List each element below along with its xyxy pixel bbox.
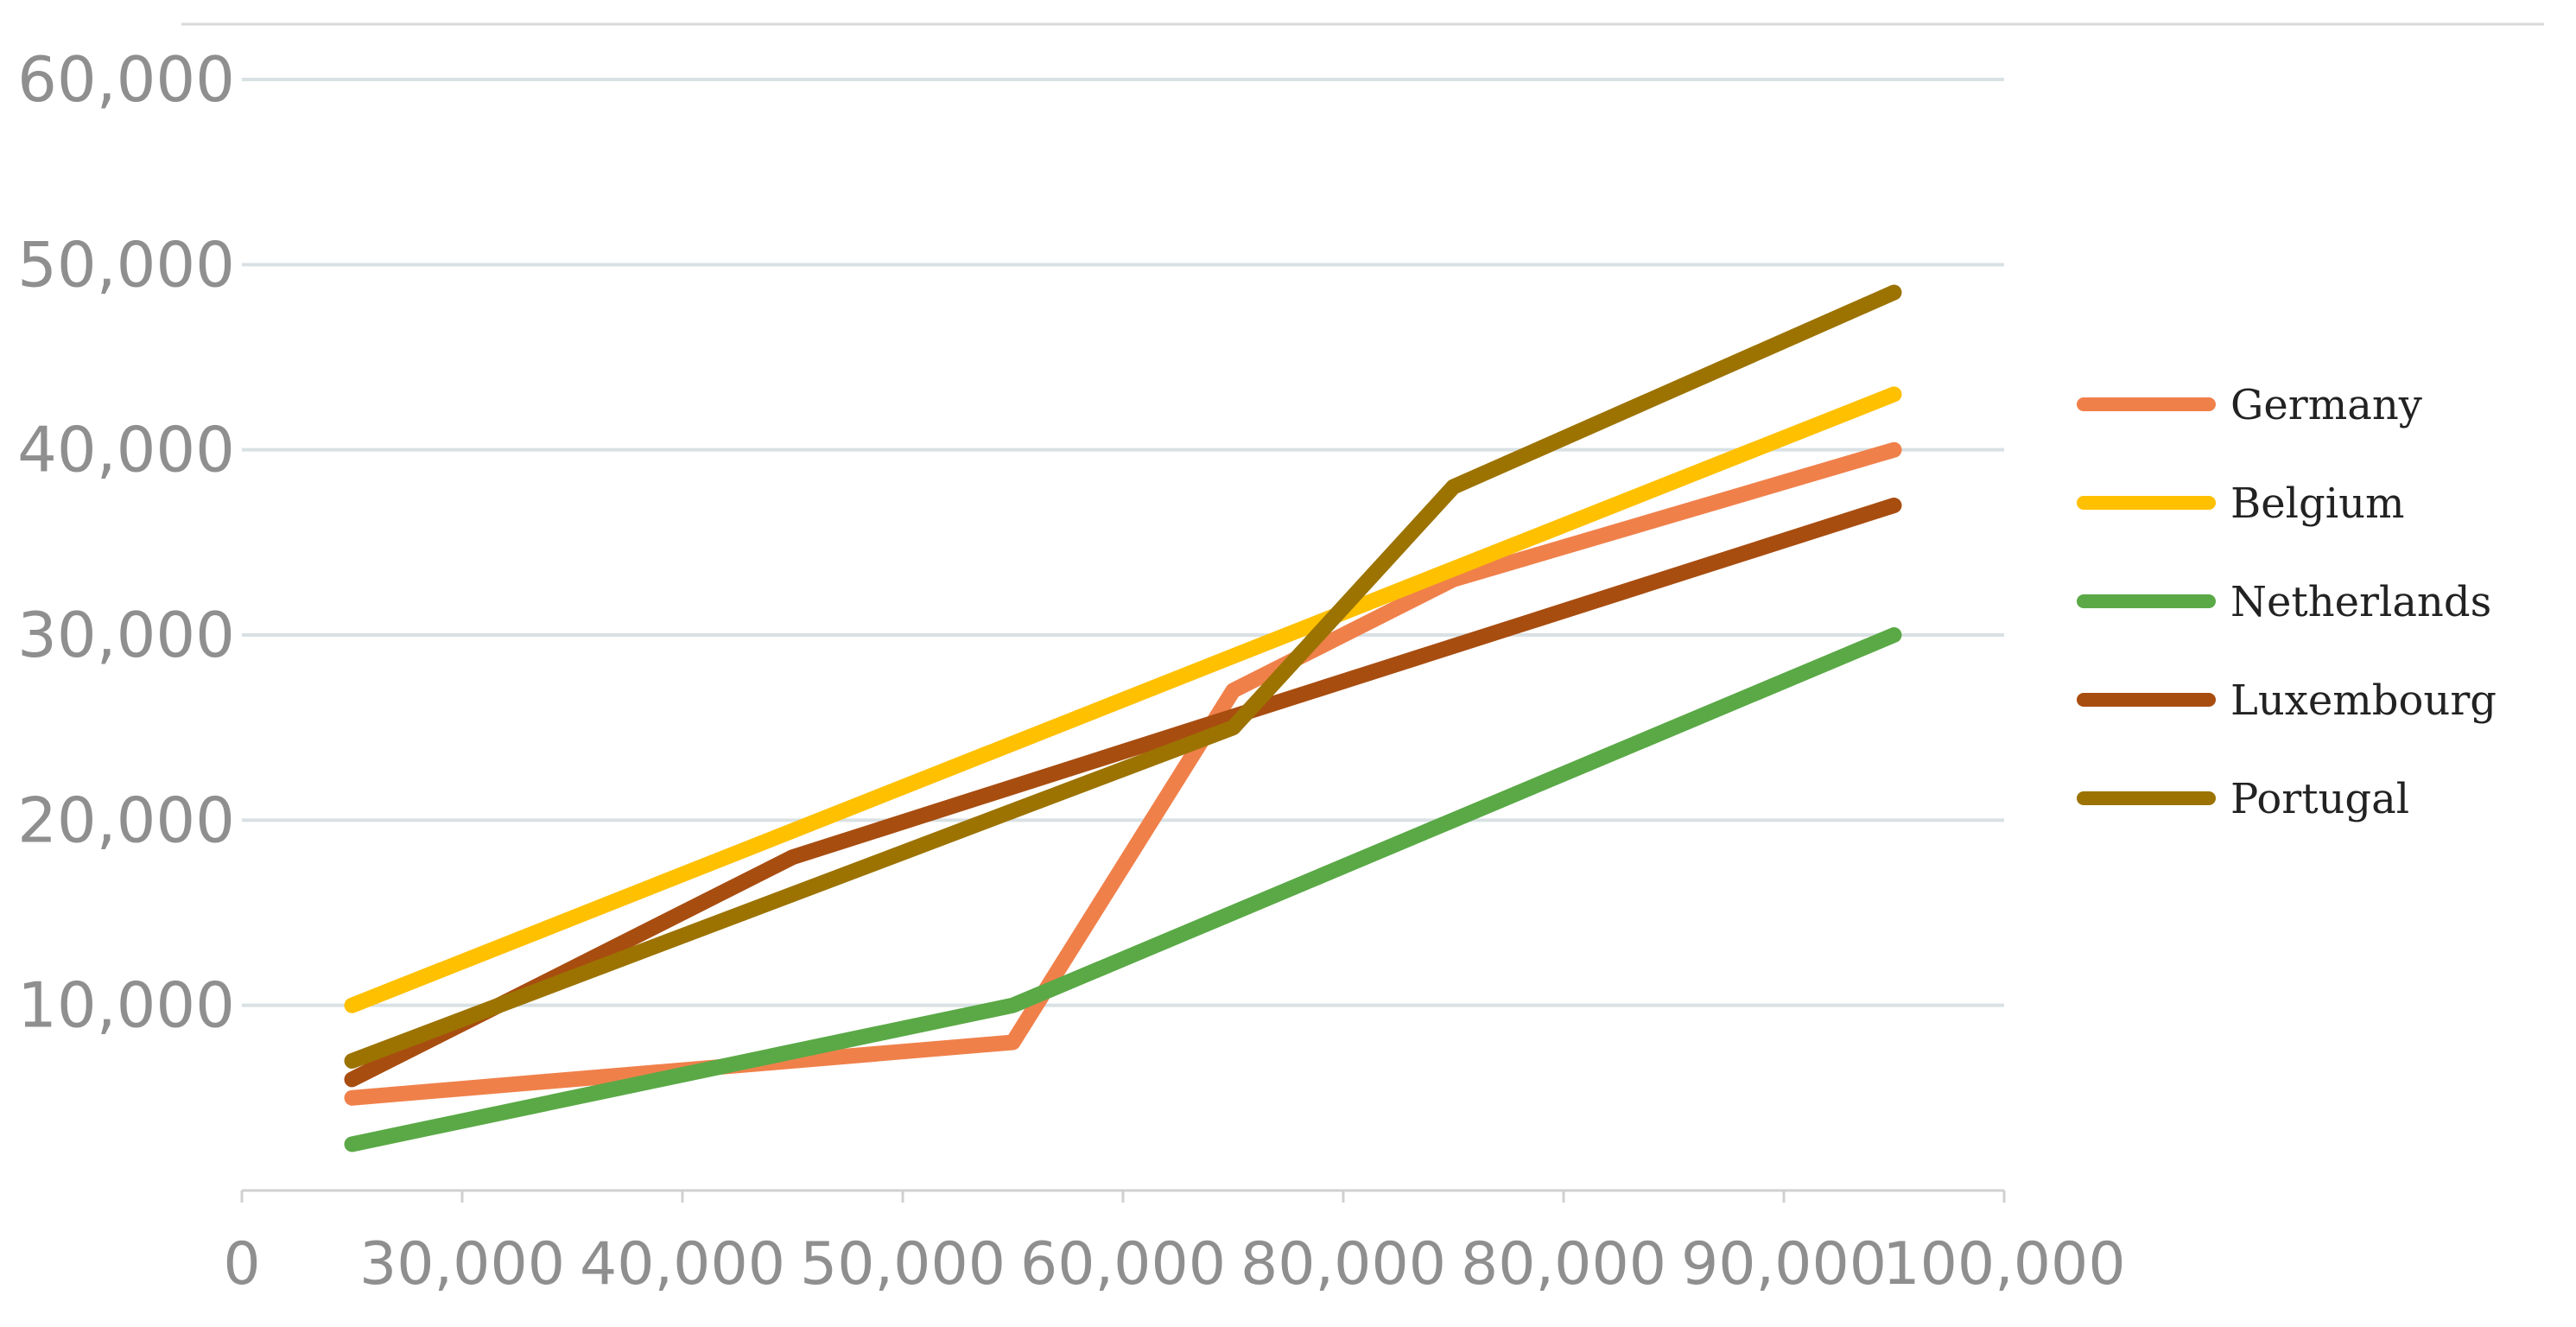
y-tick-label: 10,000 [17, 969, 235, 1042]
x-tick-label: 80,000 [1461, 1230, 1666, 1298]
legend-label: Portugal [2230, 775, 2409, 823]
y-axis-tick-labels: 10,000 20,000 30,000 40,000 50,000 60,000 [17, 43, 235, 1042]
series-line-portugal [344, 284, 1902, 1069]
x-tick-label: 50,000 [800, 1230, 1006, 1298]
y-tick-label: 30,000 [17, 599, 235, 671]
legend-label: Belgium [2230, 479, 2405, 528]
series-line-germany [344, 441, 1902, 1106]
x-tick-label: 100,000 [1882, 1230, 2125, 1298]
y-tick-label: 50,000 [17, 228, 235, 301]
legend-item-belgium: Belgium [2077, 479, 2405, 528]
series-lines [344, 284, 1902, 1152]
series-line-luxembourg [344, 498, 1902, 1088]
x-tick-label: 90,000 [1681, 1230, 1887, 1298]
legend-item-netherlands: Netherlands [2077, 578, 2491, 626]
legend-item-germany: Germany [2077, 381, 2422, 429]
legend-label: Luxembourg [2230, 676, 2497, 725]
x-tick-label: 80,000 [1240, 1230, 1446, 1298]
series-line-belgium [344, 386, 1902, 1013]
x-tick-label: 60,000 [1020, 1230, 1226, 1298]
y-tick-label: 60,000 [17, 43, 235, 116]
series-line-netherlands [344, 627, 1902, 1152]
y-tick-label: 20,000 [17, 784, 235, 856]
gridlines [242, 78, 2004, 1007]
x-tick-label: 40,000 [580, 1230, 785, 1298]
legend: Germany Belgium Netherlands Luxembourg Portu… [2077, 381, 2497, 823]
legend-item-portugal: Portugal [2077, 775, 2409, 823]
legend-label: Netherlands [2230, 578, 2491, 626]
x-tick-label: 30,000 [359, 1230, 565, 1298]
x-axis [240, 1189, 2006, 1203]
y-tick-label: 40,000 [17, 414, 235, 486]
x-axis-tick-labels: 0 30,000 40,000 50,000 60,000 80,000 80,000 90,… [223, 1230, 2125, 1298]
legend-label: Germany [2230, 381, 2422, 429]
legend-item-luxembourg: Luxembourg [2077, 676, 2497, 725]
x-tick-label: 0 [223, 1230, 260, 1298]
